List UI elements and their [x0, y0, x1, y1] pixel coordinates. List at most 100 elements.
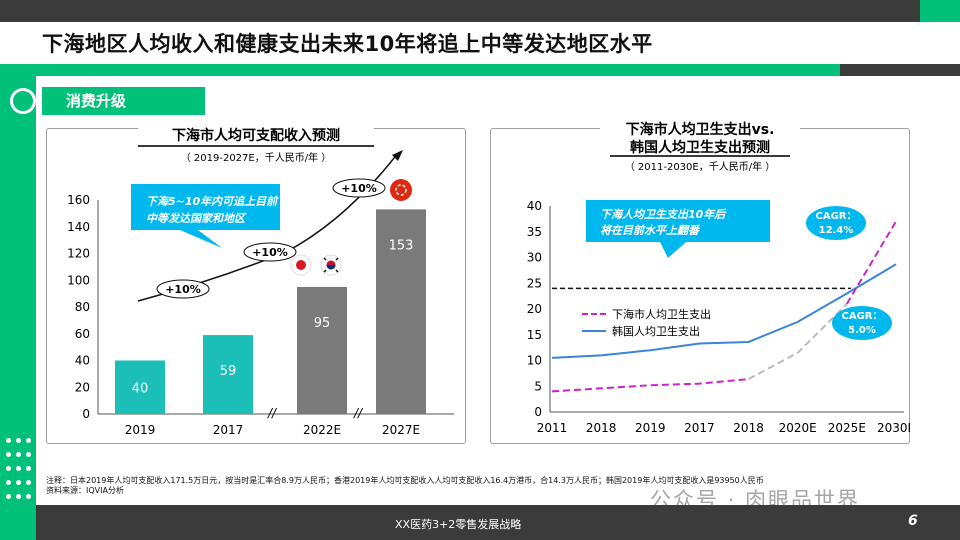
- dot: [6, 438, 11, 443]
- axis-break-icon: //: [353, 406, 364, 420]
- slide-title: 下海地区人均收入和健康支出未来10年将追上中等发达地区水平: [42, 32, 653, 56]
- y-tick-label: 15: [527, 328, 542, 342]
- dot: [16, 466, 21, 471]
- y-tick-label: 120: [67, 247, 90, 261]
- y-tick-label: 140: [67, 220, 90, 234]
- series-line-shanghai: [551, 378, 749, 393]
- bar-value-label: 153: [389, 238, 414, 253]
- y-tick-label: 20: [527, 302, 542, 316]
- x-tick-label: 2025E: [828, 421, 866, 435]
- dot: [26, 480, 31, 485]
- dot: [26, 466, 31, 471]
- y-tick-label: 10: [527, 354, 542, 368]
- bar-2019: [115, 360, 165, 414]
- cagr-bottom-label: CAGR：: [842, 311, 883, 322]
- title-rule: [0, 64, 960, 76]
- section-tab: 消费升级: [42, 87, 205, 115]
- bottom-bar-accent: [0, 505, 36, 540]
- footnote-source: 资料来源：IQVIA分析: [46, 486, 124, 495]
- left-chart-title: 下海市人均可支配收入预测: [172, 127, 340, 144]
- series-line-shanghai-projection: [748, 303, 848, 380]
- dot: [6, 452, 11, 457]
- growth-label-2: +10%: [252, 246, 288, 259]
- cagr-top-value: 12.4%: [819, 225, 854, 236]
- growth-arrow-head-icon: [392, 150, 403, 161]
- dot: [16, 438, 21, 443]
- right-callout-line1: 下海人均卫生支出10年后: [600, 208, 727, 221]
- left-callout-box: [131, 184, 280, 248]
- dot: [26, 494, 31, 499]
- x-tick-label: 2019: [635, 421, 666, 435]
- x-tick-label: 2020E: [779, 421, 817, 435]
- cagr-top-label: CAGR：: [816, 211, 857, 222]
- top-bar-accent: [920, 0, 960, 22]
- right-chart: 下海市人均卫生支出vs. 韩国人均卫生支出预测 （ 2011-2030E，千人民…: [527, 118, 910, 435]
- y-tick-label: 0: [534, 405, 542, 419]
- right-chart-title-line2: 韩国人均卫生支出预测: [630, 139, 770, 156]
- bar-2017: [203, 335, 253, 414]
- dot: [6, 466, 11, 471]
- top-bar: [0, 0, 960, 22]
- y-tick-label: 80: [75, 300, 90, 314]
- left-green-stripe: [0, 76, 36, 540]
- y-tick-label: 60: [75, 327, 90, 341]
- x-tick-label: 2018: [586, 421, 617, 435]
- cagr-top-bubble: [806, 206, 866, 240]
- dot: [26, 438, 31, 443]
- series-line-korea: [551, 263, 897, 359]
- footnote-line1: 注释：日本2019年人均可支配收入171.5万日元，按当时是汇率合8.9万人民币…: [46, 476, 764, 485]
- dot: [16, 480, 21, 485]
- circle-decoration-icon: [10, 88, 36, 114]
- y-tick-label: 20: [75, 380, 90, 394]
- x-tick-label: 2027E: [382, 423, 420, 437]
- legend-korea: 韩国人均卫生支出: [612, 324, 700, 338]
- y-tick-label: 35: [527, 225, 542, 239]
- left-callout-line2: 中等发达国家和地区: [146, 212, 247, 225]
- legend-shanghai: 下海市人均卫生支出: [612, 307, 711, 321]
- y-tick-label: 25: [527, 276, 542, 290]
- dot: [16, 494, 21, 499]
- growth-label-1: +10%: [165, 283, 201, 296]
- y-tick-label: 30: [527, 251, 542, 265]
- footer-text: XX医药3+2零售发展战略: [395, 518, 522, 531]
- x-tick-label: 2019: [125, 423, 156, 437]
- y-tick-label: 0: [82, 407, 90, 421]
- bar-2022E: [297, 286, 347, 414]
- series-line-shanghai-forecast: [845, 220, 897, 305]
- x-tick-label: 2011: [537, 421, 568, 435]
- axis-break-icon: //: [267, 406, 278, 420]
- dot: [6, 494, 11, 499]
- cagr-bottom-value: 5.0%: [848, 325, 876, 336]
- bar-value-label: 95: [314, 316, 331, 331]
- bottom-bar: [0, 505, 960, 540]
- left-chart: 下海市人均可支配收入预测 （ 2019-2027E，千人民币/年 ） 0 20 40…: [67, 124, 454, 437]
- y-tick-label: 100: [67, 273, 90, 287]
- dot: [6, 480, 11, 485]
- bar-2027E: [376, 209, 426, 414]
- x-tick-label: 2017: [213, 423, 244, 437]
- dot-pattern: [0, 430, 36, 540]
- x-tick-label: 2018: [733, 421, 764, 435]
- x-tick-label: 2022E: [303, 423, 341, 437]
- bar-value-label: 40: [132, 381, 149, 396]
- korea-flag-icon: [320, 254, 342, 276]
- dot: [26, 452, 31, 457]
- left-callout-line1: 下海5~10年内可追上目前: [146, 195, 279, 208]
- right-chart-title-line1: 下海市人均卫生支出vs.: [626, 121, 775, 138]
- left-chart-subtitle: （ 2019-2027E，千人民币/年 ）: [181, 151, 332, 164]
- x-tick-label: 2017: [684, 421, 715, 435]
- right-callout-line2: 将在目前水平上翻番: [600, 224, 701, 237]
- y-tick-label: 5: [534, 379, 542, 393]
- footnote: 注释：日本2019年人均可支配收入171.5万日元，按当时是汇率合8.9万人民币…: [46, 476, 764, 496]
- dot: [16, 452, 21, 457]
- title-rule-dark: [840, 64, 960, 76]
- page-number: 6: [908, 513, 918, 529]
- japan-flag-icon: [290, 254, 312, 276]
- right-callout-box: [586, 200, 770, 258]
- growth-label-3: +10%: [341, 182, 377, 195]
- bar-value-label: 59: [220, 364, 237, 379]
- hongkong-flag-icon: [390, 179, 412, 201]
- right-chart-subtitle: （ 2011-2030E，千人民币/年 ）: [625, 160, 776, 173]
- cagr-bottom-bubble: [832, 306, 892, 340]
- y-tick-label: 40: [527, 199, 542, 213]
